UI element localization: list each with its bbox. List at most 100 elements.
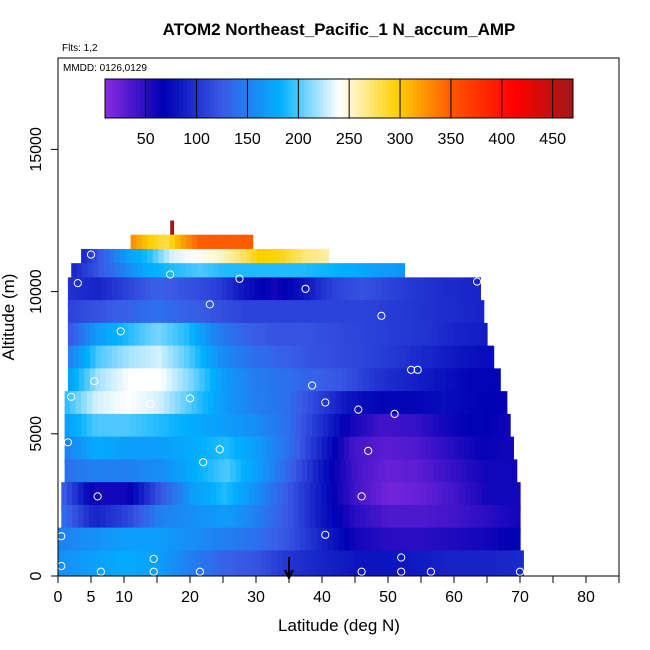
heatmap-cell	[188, 368, 195, 397]
heatmap-cell	[268, 459, 275, 488]
heatmap-cell	[428, 459, 435, 488]
heatmap-cell	[260, 504, 267, 534]
heatmap-cell	[331, 277, 338, 306]
heatmap-cell	[481, 482, 488, 511]
heatmap-cell	[189, 550, 196, 576]
heatmap-cell	[397, 550, 404, 576]
heatmap-cell	[425, 277, 432, 306]
heatmap-cell	[482, 345, 489, 375]
heatmap-cell	[217, 527, 224, 557]
heatmap-cell	[468, 550, 475, 576]
heatmap-cell	[483, 459, 490, 488]
colorbar-segment	[487, 79, 492, 118]
heatmap-cell	[111, 504, 118, 534]
colorbar-segment	[144, 79, 149, 118]
heatmap-cell	[318, 391, 325, 420]
heatmap-cell	[514, 527, 521, 557]
heatmap-cell	[230, 459, 237, 488]
heatmap-cell	[389, 413, 396, 443]
heatmap-cell	[172, 345, 180, 375]
sample-point	[86, 250, 96, 259]
heatmap-cell	[106, 322, 113, 352]
heatmap-cell	[224, 391, 232, 420]
heatmap-cell	[227, 550, 234, 576]
heatmap-cell	[453, 436, 460, 466]
heatmap-cell	[210, 277, 217, 306]
heatmap-cell	[242, 300, 250, 329]
heatmap-cell	[422, 413, 429, 443]
heatmap-cell	[294, 436, 301, 466]
heatmap-cell	[283, 345, 290, 375]
heatmap-cell	[493, 413, 500, 443]
heatmap-cell	[464, 482, 471, 511]
heatmap-cell	[70, 413, 77, 443]
heatmap-cell	[193, 504, 201, 534]
y-tick-label: 5000	[28, 416, 45, 452]
heatmap-cell	[502, 436, 509, 466]
heatmap-cell	[386, 550, 393, 576]
heatmap-cell	[99, 482, 107, 511]
heatmap-cell	[457, 550, 464, 576]
heatmap-cell	[210, 300, 217, 329]
heatmap-cell	[343, 322, 350, 352]
heatmap-cell	[283, 436, 290, 466]
heatmap-cell	[449, 413, 456, 443]
heatmap-cell	[427, 345, 434, 375]
heatmap-cell	[248, 300, 255, 329]
heatmap-cell	[239, 345, 246, 375]
heatmap-cell	[275, 300, 282, 329]
heatmap-cell	[310, 322, 317, 352]
heatmap-cell	[218, 413, 225, 443]
x-tick-label: 50	[379, 589, 397, 606]
heatmap-cell	[248, 368, 255, 397]
heatmap-cell	[125, 413, 132, 443]
sample-point	[215, 445, 224, 454]
heatmap-cell	[263, 391, 270, 420]
heatmap-cell	[224, 459, 231, 488]
heatmap-cell	[69, 527, 76, 557]
heatmap-cell	[494, 368, 501, 397]
heatmap-cell	[457, 391, 464, 420]
colorbar-segment	[323, 79, 328, 118]
heatmap-cell	[233, 345, 240, 375]
heatmap-cell	[171, 504, 178, 534]
heatmap-cell	[88, 482, 96, 511]
heatmap-cell	[119, 413, 126, 443]
colorbar-segment	[124, 79, 129, 118]
colorbar-segment	[140, 79, 145, 118]
heatmap-cell	[103, 413, 110, 443]
heatmap-cell	[350, 413, 357, 443]
heatmap-cell	[446, 391, 453, 420]
heatmap-cell	[396, 391, 403, 420]
heatmap-cell	[106, 368, 113, 397]
heatmap-cell	[191, 459, 198, 488]
heatmap-cell	[205, 322, 212, 352]
colorbar-segment	[183, 79, 188, 118]
heatmap-cell	[330, 300, 337, 329]
heatmap-cell	[378, 413, 385, 443]
colorbar-tick-label: 300	[387, 131, 414, 148]
heatmap-cell	[343, 482, 350, 511]
heatmap-cell	[459, 527, 466, 557]
heatmap-cell	[111, 368, 118, 397]
heatmap-cell	[314, 368, 321, 397]
sample-point	[96, 567, 106, 576]
heatmap-cell	[101, 550, 108, 576]
heatmap-cell	[141, 459, 148, 488]
heatmap-cell	[289, 527, 296, 557]
x-tick-label: 70	[511, 589, 529, 606]
heatmap-cell	[239, 527, 246, 557]
heatmap-cell	[91, 436, 99, 466]
heatmap-cell	[278, 527, 285, 557]
plot-frame	[57, 57, 620, 577]
heatmap-cell	[359, 550, 366, 576]
heatmap-cell	[370, 504, 377, 534]
heatmap-cell	[81, 391, 88, 420]
heatmap-cell	[466, 413, 473, 443]
heatmap-cell	[382, 527, 389, 557]
heatmap-cell	[375, 550, 382, 576]
sample-point	[195, 567, 204, 576]
heatmap-cell	[215, 300, 222, 329]
heatmap-cell	[252, 459, 259, 488]
heatmap-cell	[376, 482, 383, 511]
